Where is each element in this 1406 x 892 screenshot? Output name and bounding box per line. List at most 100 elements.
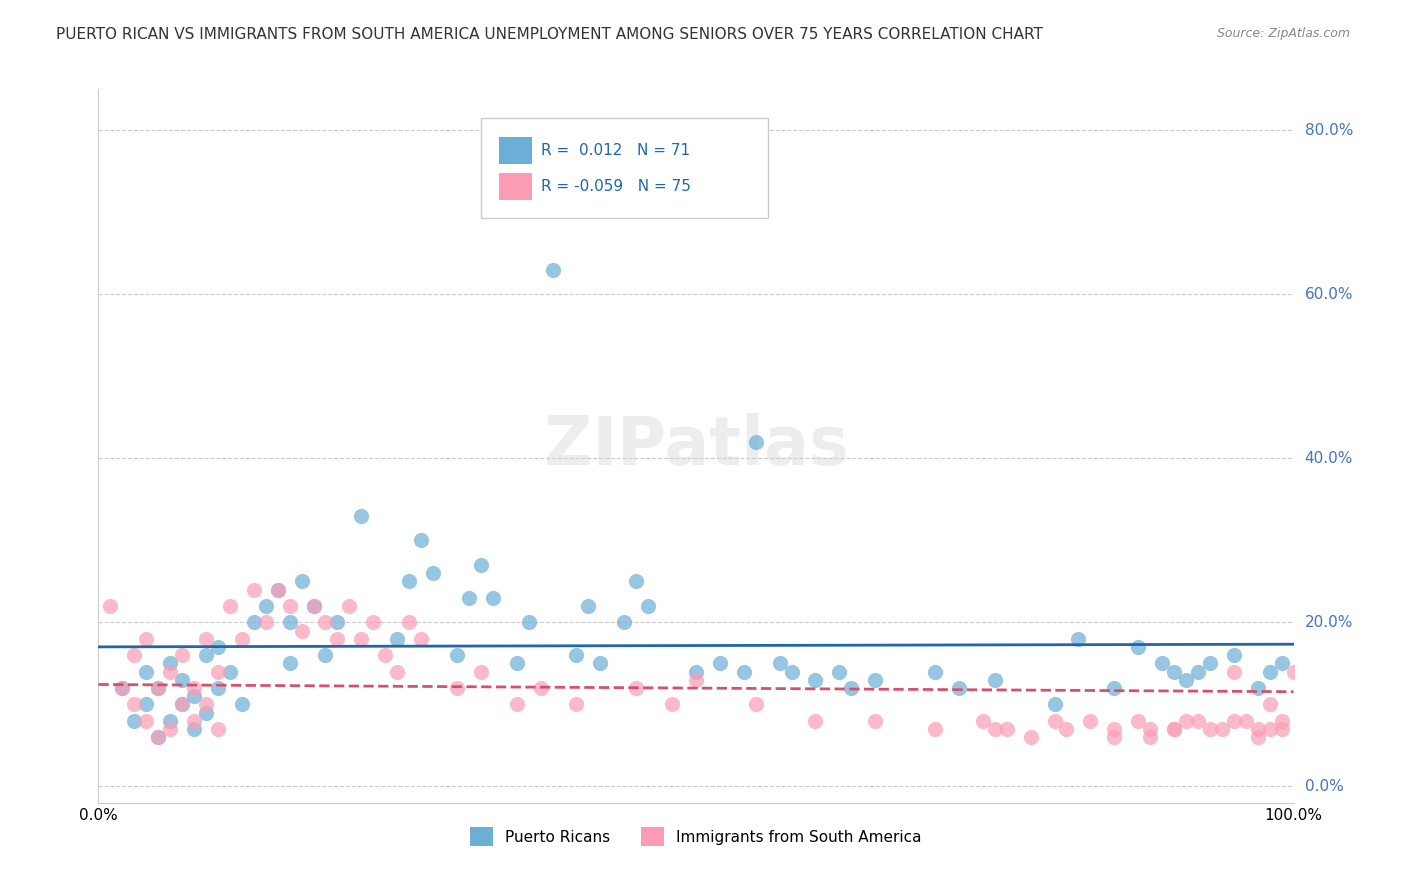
Point [243,615,266,630]
Point [231,698,253,712]
Point [841,681,863,695]
Point [565,648,588,662]
Point [1271,714,1294,728]
Point [1104,730,1126,744]
Point [315,648,337,662]
Point [541,262,564,277]
Point [661,698,683,712]
Point [350,508,373,523]
Point [159,722,181,736]
Point [159,665,181,679]
Point [207,665,229,679]
FancyBboxPatch shape [499,173,533,200]
Point [804,714,827,728]
Point [865,714,887,728]
Point [1139,730,1161,744]
Point [135,714,157,728]
Point [685,673,707,687]
Point [578,599,600,613]
Point [626,681,648,695]
Point [207,681,229,695]
Point [984,722,1007,736]
Point [398,615,420,630]
Point [148,730,170,744]
FancyBboxPatch shape [499,137,533,164]
Text: R =  0.012   N = 71: R = 0.012 N = 71 [541,143,690,158]
Point [398,574,420,589]
Point [1271,722,1294,736]
Point [1080,714,1102,728]
Text: 0.0%: 0.0% [1305,779,1343,794]
Point [159,714,181,728]
Point [506,698,529,712]
Point [1152,657,1174,671]
Point [1247,730,1270,744]
Point [385,665,409,679]
Point [768,657,790,671]
Point [530,681,553,695]
Point [506,657,529,671]
Point [231,632,253,646]
Point [1067,632,1090,646]
Point [733,665,755,679]
Point [1163,665,1185,679]
Point [1199,722,1222,736]
Point [219,599,242,613]
Point [745,434,768,449]
Point [1247,681,1270,695]
Point [1223,648,1246,662]
Point [685,665,707,679]
FancyBboxPatch shape [481,118,768,218]
Point [924,722,946,736]
Point [481,591,505,605]
Point [1104,681,1126,695]
Point [291,624,314,638]
Point [219,665,242,679]
Point [1271,657,1294,671]
Point [243,582,266,597]
Point [374,648,396,662]
Point [828,665,851,679]
Point [148,730,170,744]
Point [183,681,205,695]
Point [995,722,1018,736]
Point [626,574,648,589]
Point [124,648,146,662]
Point [613,615,636,630]
Point [745,698,768,712]
Point [446,681,468,695]
Point [291,574,314,589]
Point [1175,714,1198,728]
Text: Source: ZipAtlas.com: Source: ZipAtlas.com [1216,27,1350,40]
Point [780,665,803,679]
Point [363,615,385,630]
Text: R = -0.059   N = 75: R = -0.059 N = 75 [541,178,690,194]
Point [1258,698,1281,712]
Point [135,665,157,679]
Point [446,648,468,662]
Point [1199,657,1222,671]
Point [470,665,492,679]
Point [1128,640,1150,654]
Point [972,714,994,728]
Point [315,615,337,630]
Point [1163,722,1185,736]
Point [254,599,277,613]
Point [984,673,1007,687]
Text: 80.0%: 80.0% [1305,123,1353,137]
Point [1104,722,1126,736]
Point [470,558,492,572]
Point [98,599,122,613]
Point [195,698,218,712]
Point [183,722,205,736]
Point [135,632,157,646]
Point [1258,722,1281,736]
Point [111,681,134,695]
Point [1187,714,1209,728]
Point [195,632,218,646]
Point [1258,665,1281,679]
Point [1223,714,1246,728]
Point [865,673,887,687]
Point [385,632,409,646]
Point [1043,698,1066,712]
